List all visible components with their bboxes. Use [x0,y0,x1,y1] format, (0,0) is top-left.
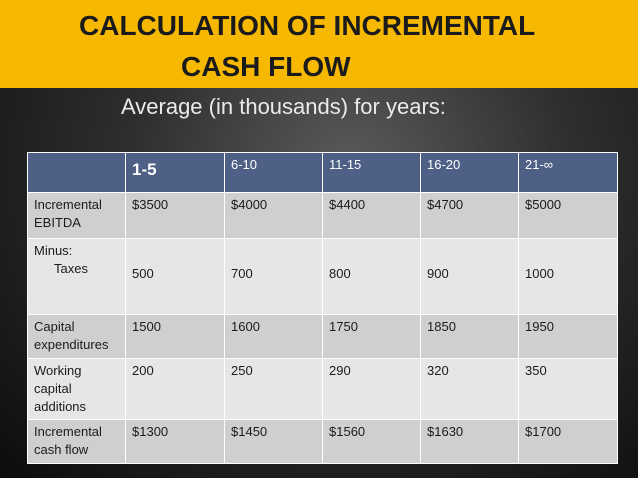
table-cell: 500 [125,238,225,315]
column-header-years-1-5: 1-5 [125,152,225,193]
row-label: Working capital additions [27,358,126,420]
table-row-capital-expenditures: Capital expenditures 1500 1600 1750 1850 … [27,314,618,359]
title-band: CALCULATION OF INCREMENTAL CASH FLOW [0,0,638,88]
row-label-line: Incremental [34,197,102,212]
table-cell: 250 [224,358,323,420]
row-label-line: Capital [34,319,75,334]
row-label-line: EBITDA [34,215,81,230]
table-cell: 1000 [518,238,618,315]
row-label-line: additions [34,399,87,414]
cash-flow-table: 1-5 6-10 11-15 16-20 21-∞ Incremental EBI… [27,152,618,464]
table-cell: $1560 [322,419,421,464]
table-row-taxes: Minus: Taxes 500 700 800 900 1000 [27,238,618,315]
table-cell: 900 [420,238,519,315]
row-label-line: expenditures [34,337,109,352]
table-cell: $5000 [518,192,618,239]
row-label-line: Incremental [34,424,102,439]
table-corner-cell [27,152,126,193]
row-label: Incremental EBITDA [27,192,126,239]
table-cell: 200 [125,358,225,420]
table-row-incremental-ebitda: Incremental EBITDA $3500 $4000 $4400 $470… [27,192,618,239]
table-cell: 700 [224,238,323,315]
row-label-line: cash flow [34,442,89,457]
row-label: Capital expenditures [27,314,126,359]
slide-subtitle: Average (in thousands) for years: [121,94,446,119]
table-cell: $4400 [322,192,421,239]
table-cell: 1500 [125,314,225,359]
table-cell: 800 [322,238,421,315]
table-cell: 1850 [420,314,519,359]
row-label: Incremental cash flow [27,419,126,464]
table-cell: $1450 [224,419,323,464]
column-header-years-6-10: 6-10 [224,152,323,193]
column-header-years-16-20: 16-20 [420,152,519,193]
slide-title-line-2: CASH FLOW [181,51,351,82]
row-label-line: Working [34,363,82,378]
table-row-incremental-cash-flow: Incremental cash flow $1300 $1450 $1560 $… [27,419,618,464]
row-label-line: Minus: [34,243,73,258]
table-cell: $1700 [518,419,618,464]
table-header-row: 1-5 6-10 11-15 16-20 21-∞ [27,152,618,193]
column-header-years-11-15: 11-15 [322,152,421,193]
table-cell: 1950 [518,314,618,359]
row-label: Minus: Taxes [27,238,126,315]
table-cell: 350 [518,358,618,420]
row-label-line: capital [34,381,72,396]
row-label-line: Taxes [54,261,88,276]
table-cell: 1600 [224,314,323,359]
table-cell: $4000 [224,192,323,239]
table-cell: $1630 [420,419,519,464]
table-cell: $3500 [125,192,225,239]
table-cell: $4700 [420,192,519,239]
table-cell: 320 [420,358,519,420]
table-cell: 1750 [322,314,421,359]
column-header-years-21-infinity: 21-∞ [518,152,618,193]
table-row-working-capital-additions: Working capital additions 200 250 290 320 … [27,358,618,420]
table-cell: 290 [322,358,421,420]
slide-title-line-1: CALCULATION OF INCREMENTAL [79,10,536,41]
table-cell: $1300 [125,419,225,464]
